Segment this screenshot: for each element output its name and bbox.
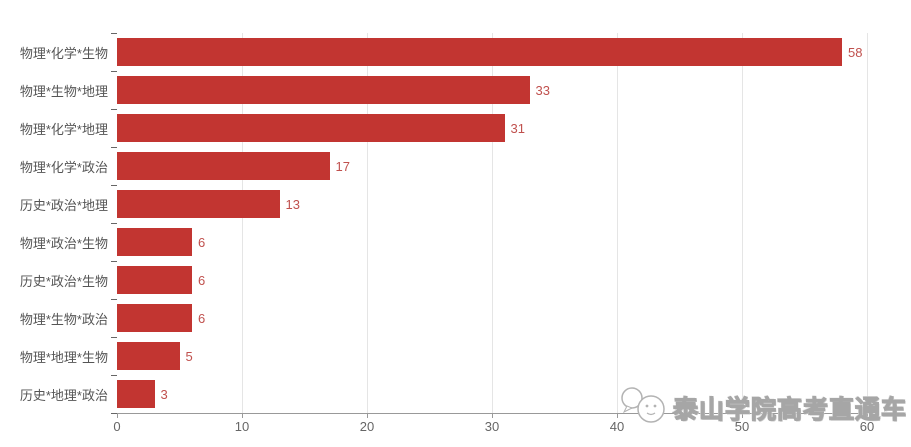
value-label: 13 <box>285 196 300 212</box>
x-tick-label: 40 <box>609 419 625 434</box>
y-tick-mark <box>111 109 117 110</box>
x-tick-mark <box>367 413 368 418</box>
gridlines <box>117 33 868 413</box>
y-tick-mark <box>111 413 117 414</box>
value-label: 6 <box>198 272 206 288</box>
y-tick-mark <box>111 33 117 34</box>
x-tick-label: 10 <box>234 419 250 434</box>
bar <box>117 228 192 256</box>
watermark: 泰山学院高考直通车 <box>617 385 907 430</box>
x-tick-mark <box>867 413 868 418</box>
bar <box>117 304 192 332</box>
gridline <box>242 33 243 413</box>
category-label: 物理*生物*地理 <box>19 83 108 99</box>
bar-row: 历史*地理*政治 3 <box>0 375 867 413</box>
bar-row: 物理*化学*生物 58 <box>0 33 867 71</box>
category-label: 物理*化学*生物 <box>19 45 108 61</box>
bar <box>117 76 530 104</box>
x-tick-mark <box>742 413 743 418</box>
bar-row: 物理*生物*地理 33 <box>0 71 867 109</box>
x-tick-label: 50 <box>734 419 750 434</box>
bar <box>117 114 505 142</box>
x-tick-mark <box>242 413 243 418</box>
bar-row: 历史*政治*生物 6 <box>0 261 867 299</box>
bar <box>117 266 192 294</box>
category-label: 历史*政治*生物 <box>19 273 108 289</box>
gridline <box>367 33 368 413</box>
bar-row: 物理*生物*政治 6 <box>0 299 867 337</box>
bar-row: 历史*政治*地理 13 <box>0 185 867 223</box>
category-label: 历史*地理*政治 <box>19 387 108 403</box>
x-axis-line <box>113 413 868 414</box>
x-tick-mark <box>117 413 118 418</box>
bar-row: 物理*地理*生物 5 <box>0 337 867 375</box>
value-label: 17 <box>335 158 350 174</box>
value-label: 3 <box>160 386 168 402</box>
category-label: 物理*生物*政治 <box>19 311 108 327</box>
x-tick-label: 30 <box>484 419 500 434</box>
bar-track: 6 <box>117 304 867 332</box>
category-label: 物理*地理*生物 <box>19 349 108 365</box>
y-tick-mark <box>111 299 117 300</box>
bar-row: 物理*化学*政治 17 <box>0 147 867 185</box>
category-label: 物理*政治*生物 <box>19 235 108 251</box>
bar-track: 13 <box>117 190 867 218</box>
x-axis-ticks <box>117 413 868 419</box>
y-tick-mark <box>111 375 117 376</box>
value-label: 5 <box>185 348 193 364</box>
bar <box>117 380 155 408</box>
value-label: 58 <box>848 44 863 60</box>
bar <box>117 38 842 66</box>
bar-track: 3 <box>117 380 867 408</box>
value-label: 6 <box>198 310 206 326</box>
bar <box>117 190 280 218</box>
y-axis-ticks <box>111 33 117 414</box>
bar <box>117 342 180 370</box>
x-tick-label: 0 <box>113 419 121 434</box>
gridline <box>742 33 743 413</box>
x-axis-labels: 0 10 20 30 40 50 60 <box>113 419 874 435</box>
bar-track: 58 <box>117 38 867 66</box>
gridline <box>617 33 618 413</box>
category-label: 物理*化学*地理 <box>19 121 108 137</box>
bar-track: 5 <box>117 342 867 370</box>
bar-row: 物理*化学*地理 31 <box>0 109 867 147</box>
bar <box>117 152 330 180</box>
bar-track: 33 <box>117 76 867 104</box>
x-tick-mark <box>617 413 618 418</box>
mascot-chat-bubble-icon <box>617 385 671 430</box>
bar-track: 6 <box>117 228 867 256</box>
bar-track: 6 <box>117 266 867 294</box>
gridline <box>492 33 493 413</box>
y-tick-mark <box>111 147 117 148</box>
y-tick-mark <box>111 185 117 186</box>
category-label: 物理*化学*政治 <box>19 159 108 175</box>
y-tick-mark <box>111 223 117 224</box>
category-label: 历史*政治*地理 <box>19 197 108 213</box>
bar-row: 物理*政治*生物 6 <box>0 223 867 261</box>
bar-track: 17 <box>117 152 867 180</box>
value-label: 33 <box>535 82 550 98</box>
value-label: 6 <box>198 234 206 250</box>
bar-track: 31 <box>117 114 867 142</box>
x-tick-mark <box>492 413 493 418</box>
x-tick-label: 20 <box>359 419 375 434</box>
gridline <box>867 33 868 413</box>
y-tick-mark <box>111 337 117 338</box>
y-tick-mark <box>111 261 117 262</box>
value-label: 31 <box>510 120 525 136</box>
bar-rows: 物理*化学*生物 58 物理*生物*地理 33 物理*化学*地理 31 物理*化学*政治 17… <box>0 33 867 413</box>
watermark-text: 泰山学院高考直通车 <box>672 395 907 424</box>
x-tick-label: 60 <box>859 419 875 434</box>
y-tick-mark <box>111 71 117 72</box>
